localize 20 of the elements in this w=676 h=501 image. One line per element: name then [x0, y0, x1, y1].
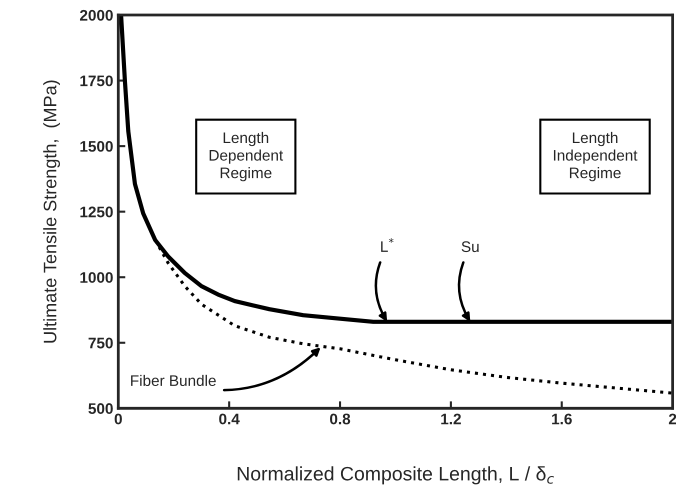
- x-tick-label: 2: [668, 414, 676, 424]
- annotation: L$^{*}$: [381, 238, 394, 252]
- y-tick-label: 1000: [80, 272, 113, 283]
- y-axis-title: Ultimate Tensile Strength, (MPa): [43, 80, 60, 343]
- annotation: Fiber Bundle: [131, 374, 216, 386]
- x-tick-label: 0.4: [219, 414, 240, 424]
- annotation: Su: [462, 241, 479, 252]
- x-tick-label: 0: [114, 414, 122, 424]
- y-tick-label: 1250: [80, 206, 113, 218]
- x-axis-title: Normalized Composite Length, L / δ$_{c}$: [238, 466, 554, 484]
- x-tick-label: 1.2: [441, 414, 461, 424]
- annotation: Length Dependent Regime: [210, 132, 284, 182]
- annotation: Length Independent Regime: [554, 132, 638, 182]
- y-tick-label: 1500: [80, 140, 113, 152]
- y-tick-label: 750: [88, 338, 113, 348]
- y-tick-label: 2000: [80, 10, 113, 21]
- y-tick-label: 500: [88, 403, 113, 414]
- y-tick-label: 1750: [80, 75, 113, 86]
- x-tick-label: 0.8: [330, 414, 350, 424]
- x-tick-label: 1.6: [552, 414, 572, 424]
